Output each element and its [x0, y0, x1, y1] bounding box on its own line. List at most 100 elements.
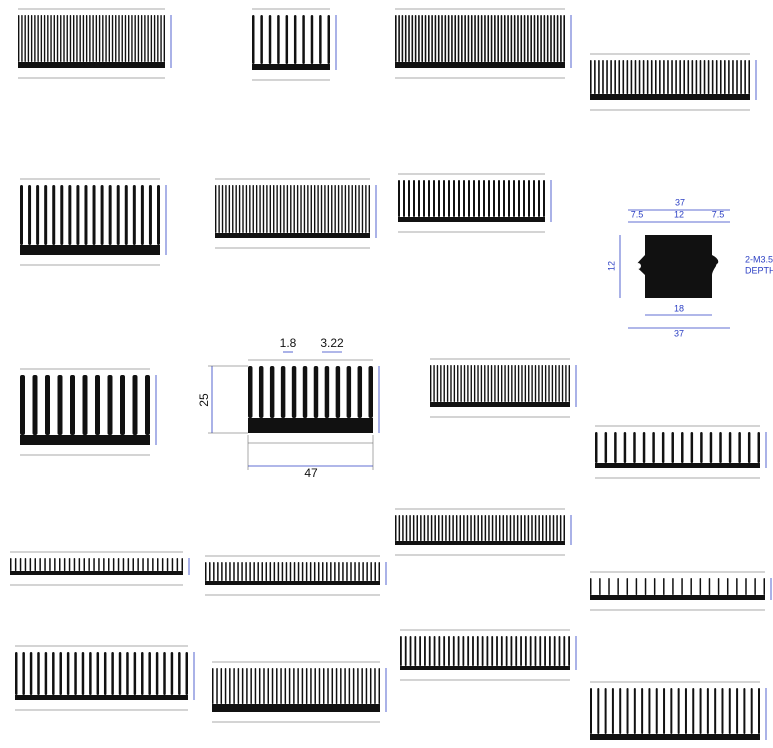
fin [556, 15, 559, 62]
fin [476, 636, 479, 666]
fin [427, 515, 429, 541]
fin [255, 185, 258, 233]
fin [40, 15, 43, 62]
fin [709, 432, 713, 463]
fin [317, 562, 320, 581]
fin [618, 60, 621, 94]
fin [520, 15, 523, 62]
fin [20, 185, 23, 245]
fin [534, 636, 537, 666]
heatsink-profile [590, 681, 767, 740]
dim-label: 3.22 [320, 336, 344, 350]
fin [178, 652, 181, 695]
fin [249, 185, 251, 233]
fin [717, 578, 720, 595]
dim-label: 1.8 [280, 336, 297, 350]
fin [453, 180, 455, 217]
fin [644, 578, 647, 595]
fin [245, 185, 248, 233]
fin [681, 578, 683, 595]
fin [107, 375, 113, 435]
base [205, 581, 380, 585]
fin [133, 652, 137, 695]
fin [418, 180, 420, 217]
fin [707, 60, 710, 94]
fin [690, 578, 692, 595]
fin [559, 515, 562, 541]
fin [454, 15, 457, 62]
fin [467, 636, 470, 666]
fin [248, 366, 253, 418]
fin [650, 60, 653, 94]
fin [221, 185, 224, 233]
fin [630, 60, 633, 94]
fin [322, 562, 324, 581]
fin [103, 652, 107, 695]
dim-label: 7.5 [712, 209, 725, 219]
fin [303, 185, 306, 233]
fin [400, 636, 402, 666]
fin [672, 578, 674, 595]
fin [531, 515, 533, 541]
fin [155, 652, 159, 695]
fin [307, 185, 309, 233]
dim-label: 37 [675, 197, 685, 207]
fin [176, 558, 179, 571]
fin [73, 558, 76, 571]
dim-label: 25 [197, 393, 211, 407]
fin [561, 365, 564, 402]
fin [241, 562, 243, 581]
fin [555, 365, 557, 402]
fin [757, 432, 760, 463]
fin [124, 15, 127, 62]
fin [66, 652, 70, 695]
fin [32, 375, 38, 435]
fin [83, 558, 85, 571]
fin [49, 558, 51, 571]
fin [277, 15, 280, 64]
fin [374, 562, 376, 581]
dim-label: 12 [674, 209, 684, 219]
fin [37, 652, 40, 695]
fin [163, 15, 165, 62]
fin [541, 515, 544, 541]
fin [408, 180, 410, 217]
fin [330, 562, 332, 581]
fin [436, 365, 439, 402]
fin [102, 15, 104, 62]
fin [334, 562, 336, 581]
heatsink-profile [215, 178, 377, 249]
fin [115, 15, 117, 62]
fin [565, 365, 567, 402]
fin [740, 60, 742, 94]
fin [549, 515, 551, 541]
heatsink-profile [20, 178, 167, 266]
fin [76, 15, 78, 62]
fin [515, 636, 518, 666]
fin [74, 652, 77, 695]
fin [18, 15, 20, 62]
fin [692, 688, 695, 734]
fin [648, 688, 651, 734]
fin [217, 562, 219, 581]
fin [513, 15, 516, 62]
fin [477, 365, 479, 402]
fin [148, 185, 152, 245]
fin [313, 185, 316, 233]
fin [745, 578, 747, 595]
fin [327, 185, 330, 233]
fin [543, 180, 545, 217]
fin [98, 558, 100, 571]
fin [37, 15, 39, 62]
fin [523, 180, 525, 217]
fin [22, 652, 25, 695]
fin [550, 15, 552, 62]
hole [716, 263, 722, 269]
fin [398, 515, 401, 541]
fin [474, 15, 476, 62]
fin [242, 185, 244, 233]
fin [351, 185, 353, 233]
fin [324, 185, 326, 233]
fin [300, 185, 302, 233]
